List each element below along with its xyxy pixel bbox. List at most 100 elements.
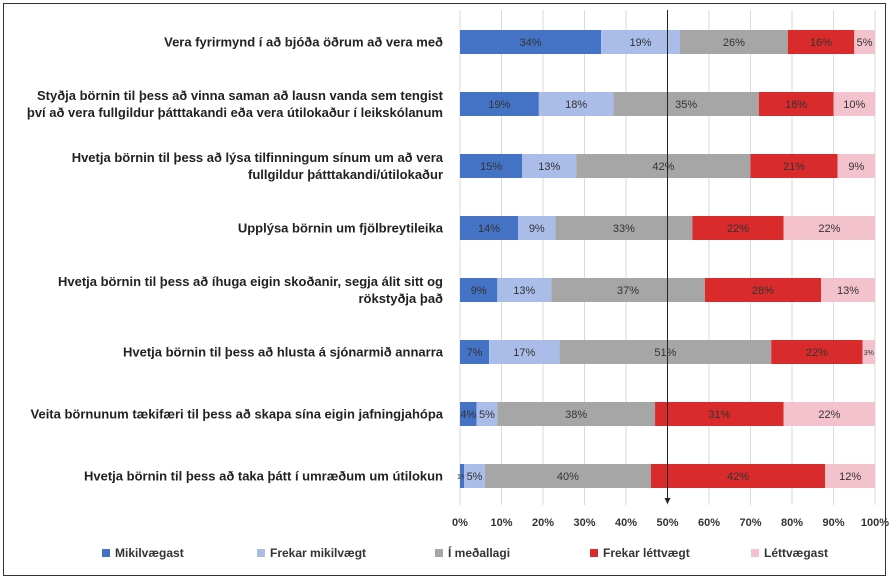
data-label: 42% [727,471,749,483]
data-label: 9% [471,285,487,297]
bar-segment [551,278,705,302]
data-label: 10% [843,99,865,111]
data-label: 7% [467,347,483,359]
legend-label: Frekar léttvægt [603,546,690,560]
bar-segment [704,278,822,302]
data-label: 33% [613,223,635,235]
data-label: 18% [785,99,807,111]
bar-segment [783,402,875,426]
category-label: Veita börnunum tækifæri til þess að skap… [30,406,443,422]
x-tick-label: 30% [573,517,595,529]
legend-label: Mikilvægast [115,546,184,560]
bar-segment [460,402,477,426]
data-label: 34% [520,37,542,49]
bar-segment [476,402,498,426]
data-label: 18% [565,99,587,111]
data-label: 37% [617,285,639,297]
category-label: Upplýsa börnin um fjölbreytileika [237,220,443,236]
bar-segment [460,92,539,116]
data-label: 26% [723,37,745,49]
bar-segment [460,216,519,240]
data-label: 22% [818,409,840,421]
reference-arrow [664,498,671,504]
legend-swatch [751,549,759,557]
data-label: 3% [864,350,874,357]
bar-segment [837,154,875,178]
bar-segment [559,340,772,364]
bar-segment [460,464,465,488]
data-label: 4% [460,409,476,421]
data-label: 9% [529,223,545,235]
bar-segment [464,464,485,488]
bar-segment [787,30,855,54]
category-label: Hvetja börnin til þess að hlusta á sjóna… [122,344,443,360]
bar-segment [833,92,875,116]
legend-swatch [102,549,110,557]
data-label: 17% [513,347,535,359]
bar-segment [825,464,875,488]
bar-segment [758,92,834,116]
bar-segment [692,216,784,240]
x-tick-label: 10% [490,517,512,529]
x-tick-label: 20% [532,517,554,529]
bar-segment [497,278,552,302]
bar-segment [489,340,560,364]
data-label: 51% [654,347,676,359]
x-tick-label: 0% [452,517,468,529]
bar-segment [771,340,863,364]
legend-swatch [435,549,443,557]
data-label: 40% [557,471,579,483]
data-label: 19% [488,99,510,111]
bar-segment [497,402,656,426]
data-label: 12% [839,471,861,483]
bar-segment [601,30,680,54]
x-tick-label: 50% [656,517,678,529]
data-label: 22% [727,223,749,235]
data-label: 14% [478,223,500,235]
bar-segment [460,278,498,302]
data-label: 5% [467,471,483,483]
legend-label: Léttvægast [764,546,828,560]
bar-segment [484,464,651,488]
category-label: Hvetja börnin til þess að taka þátt í um… [84,468,443,484]
bar-segment [854,30,875,54]
bar-segment [518,216,556,240]
category-label: Hvetja börnin til þess að íhuga eigin sk… [57,274,443,306]
bar-segment [862,340,875,364]
data-label: 15% [480,161,502,173]
data-label: 5% [857,37,873,49]
category-label: Vera fyrirmynd í að bjóða öðrum að vera … [164,34,443,50]
bar-segment [460,340,490,364]
x-tick-label: 80% [781,517,803,529]
data-label: 22% [806,347,828,359]
data-label: 5% [479,409,495,421]
legend-label: Í meðallagi [448,545,510,560]
legend-swatch [590,549,598,557]
x-tick-label: 40% [615,517,637,529]
bar-segment [750,154,838,178]
bar-segment [460,154,523,178]
data-label: 13% [538,161,560,173]
bar-segment [650,464,826,488]
data-label: 21% [783,161,805,173]
bar-segment [613,92,759,116]
category-label: Hvetja börnin til þess að lýsa tilfinnin… [71,150,443,182]
bar-segment [460,30,602,54]
x-tick-label: 90% [822,517,844,529]
data-label: 31% [708,409,730,421]
data-label: 22% [818,223,840,235]
bar-segment [576,154,751,178]
bar-segment [783,216,875,240]
data-label: 1% [457,474,467,481]
data-label: 16% [810,37,832,49]
bar-segment [679,30,788,54]
data-label: 38% [565,409,587,421]
data-label: 13% [837,285,859,297]
data-label: 13% [513,285,535,297]
x-tick-label: 100% [861,517,889,529]
x-tick-label: 60% [698,517,720,529]
data-label: 35% [675,99,697,111]
bar-segment [538,92,614,116]
